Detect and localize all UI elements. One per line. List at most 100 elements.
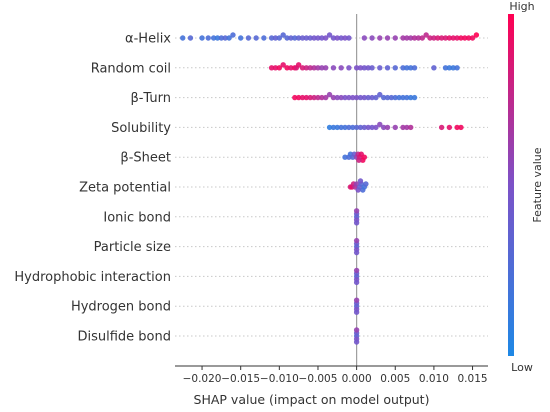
shap-point <box>268 35 275 41</box>
feature-label: Zeta potential <box>79 181 171 196</box>
shap-point <box>353 279 360 286</box>
shap-point <box>334 35 340 41</box>
shap-point <box>353 327 360 333</box>
shap-point <box>369 65 375 71</box>
shap-point <box>299 65 306 71</box>
shap-point <box>280 32 286 38</box>
shap-point <box>446 124 453 131</box>
shap-point <box>408 94 414 101</box>
shap-point <box>342 124 348 131</box>
shap-point <box>342 35 348 41</box>
shap-point <box>187 35 194 41</box>
shap-point <box>431 65 437 71</box>
shap-point <box>377 35 383 41</box>
shap-point <box>346 65 352 71</box>
shap-point <box>210 35 217 41</box>
shap-point <box>292 35 298 41</box>
shap-point <box>338 35 344 41</box>
feature-label: α-Helix <box>125 32 171 47</box>
shap-point <box>384 94 391 101</box>
shap-points <box>180 32 480 345</box>
shap-point <box>288 35 294 41</box>
shap-point <box>384 35 391 41</box>
shap-point <box>442 65 449 71</box>
shap-point <box>388 94 395 101</box>
shap-point <box>226 35 232 41</box>
shap-point <box>334 94 340 101</box>
shap-point <box>218 35 225 41</box>
shap-point <box>404 124 410 131</box>
shap-point <box>346 35 352 41</box>
shap-point <box>454 124 460 131</box>
shap-point <box>392 35 398 41</box>
shap-point <box>299 35 306 41</box>
shap-point <box>357 124 364 131</box>
shap-point <box>400 124 406 131</box>
feature-labels: α-Helix Random coil β-Turn Solubility β-Shee… <box>14 32 171 345</box>
shap-point <box>338 124 344 131</box>
shap-point <box>373 94 379 101</box>
row-grid-lines <box>175 37 488 337</box>
shap-point <box>353 267 360 274</box>
shap-point <box>462 35 468 41</box>
shap-point <box>330 124 337 131</box>
x-tick-label: −0.020 <box>183 373 222 385</box>
shap-point <box>400 35 406 41</box>
shap-point <box>469 35 476 41</box>
shap-point <box>261 35 267 41</box>
shap-point <box>419 35 426 41</box>
shap-point <box>288 65 294 71</box>
shap-point <box>323 35 329 41</box>
shap-point <box>199 35 205 41</box>
shap-point <box>458 35 464 41</box>
shap-point <box>442 35 449 41</box>
shap-point <box>307 35 313 41</box>
shap-point <box>307 94 313 101</box>
shap-point <box>338 65 344 71</box>
shap-point <box>230 32 236 38</box>
colorbar-low-label: Low <box>511 361 533 374</box>
feature-label: β-Sheet <box>120 151 171 166</box>
shap-point <box>253 35 259 41</box>
shap-point <box>342 154 348 160</box>
shap-point <box>280 62 286 68</box>
shap-point <box>180 35 186 41</box>
shap-point <box>411 65 418 71</box>
shap-point <box>357 94 364 101</box>
feature-label: Hydrophobic interaction <box>14 270 171 285</box>
shap-point <box>458 124 464 131</box>
feature-label: Random coil <box>91 61 171 76</box>
shap-point <box>369 35 375 41</box>
shap-point <box>315 35 321 41</box>
shap-point <box>380 94 387 101</box>
shap-point <box>353 309 360 315</box>
shap-point <box>365 94 371 101</box>
x-tick-label: 0.005 <box>380 373 410 385</box>
shap-point <box>361 124 368 131</box>
shap-point <box>361 94 368 101</box>
shap-point <box>326 91 333 98</box>
shap-point <box>454 35 460 41</box>
feature-label: Particle size <box>94 240 171 255</box>
shap-point <box>315 94 321 101</box>
feature-label: Disulfide bond <box>77 330 171 345</box>
shap-point <box>408 35 414 41</box>
x-tick-label: −0.005 <box>299 373 338 385</box>
colorbar-gradient <box>508 14 514 356</box>
x-axis-ticks: −0.020 −0.015 −0.010 −0.005 0.000 0.005 0.010 0… <box>183 366 488 385</box>
shap-point <box>303 65 310 71</box>
x-tick-label: 0.010 <box>419 373 449 385</box>
x-axis-title: SHAP value (impact on model output) <box>194 392 430 407</box>
shap-point <box>295 62 302 68</box>
shap-point <box>299 94 306 101</box>
x-tick-label: −0.010 <box>260 373 299 385</box>
colorbar-high-label: High <box>509 0 534 13</box>
shap-point <box>245 35 252 41</box>
x-tick-label: 0.000 <box>342 373 372 385</box>
shap-point <box>353 297 360 303</box>
shap-point <box>404 35 410 41</box>
shap-point <box>446 35 453 41</box>
shap-point <box>303 35 310 41</box>
shap-point <box>319 65 325 71</box>
shap-point <box>435 35 441 41</box>
